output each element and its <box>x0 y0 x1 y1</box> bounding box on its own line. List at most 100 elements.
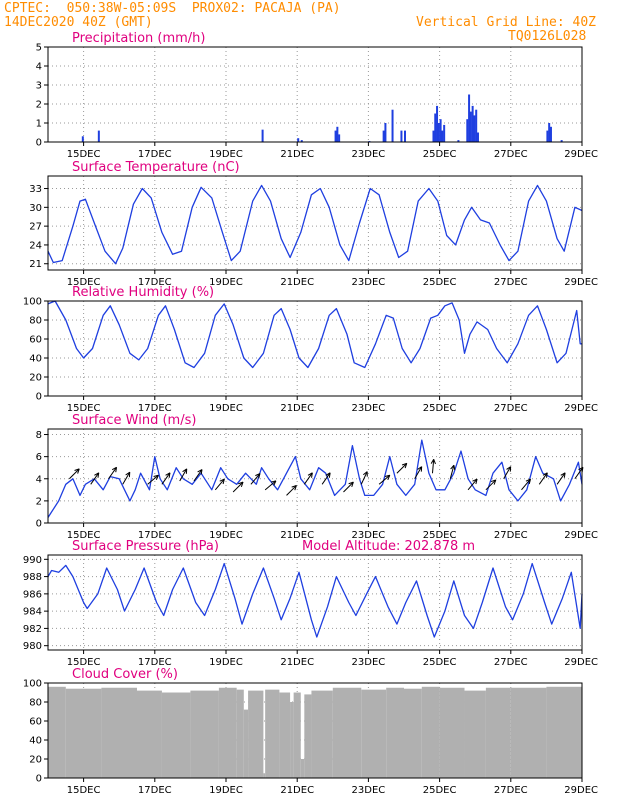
x-tick-label: 27DEC <box>494 530 528 541</box>
wind-arrow <box>122 471 131 485</box>
x-tick-label: 23DEC <box>352 530 386 541</box>
precip-bar <box>400 130 403 142</box>
x-tick-label: 27DEC <box>494 657 528 668</box>
precip-bar <box>404 130 406 142</box>
wind-arrow-head <box>153 474 159 478</box>
x-tick-label: 25DEC <box>423 149 457 160</box>
wind-title: Surface Wind (m/s) <box>72 413 196 428</box>
x-tick-label: 21DEC <box>280 277 314 288</box>
x-tick-label: 17DEC <box>138 149 172 160</box>
wind-arrow <box>343 481 354 493</box>
x-tick-label: 19DEC <box>209 277 243 288</box>
pressure-subtitle: Model Altitude: 202.878 m <box>302 539 475 554</box>
x-tick-label: 17DEC <box>138 530 172 541</box>
wind-arrow-head <box>563 472 566 478</box>
wind-arrow-head <box>401 462 407 466</box>
x-tick-label: 25DEC <box>423 530 457 541</box>
y-tick-label: 0 <box>36 519 42 530</box>
humidity-series-line <box>47 300 582 369</box>
x-tick-label: 27DEC <box>494 403 528 414</box>
wind-arrow <box>90 472 100 485</box>
wind-arrow-shaft <box>414 466 423 480</box>
wind-arrow-head <box>417 466 422 470</box>
wind-arrow-head <box>74 468 80 471</box>
wind-arrow-shaft <box>264 480 277 491</box>
wind-arrow-head <box>238 481 244 485</box>
pressure-panel: 980 982 984 986 988 990 15DEC 17DEC 19DEC 21DEC 23… <box>23 539 598 668</box>
cloud-cover-bar <box>263 773 266 778</box>
wind-arrow-head <box>240 481 244 488</box>
precip-bar <box>391 109 394 142</box>
x-tick-label: 21DEC <box>280 785 314 796</box>
precip-bar <box>457 140 460 142</box>
cloud-cover-panel: 0 20 40 60 80 100 15DEC 17DEC 19DEC 21DEC 23DEC 25D… <box>23 667 598 796</box>
cloud-cover-plot-frame <box>47 682 583 779</box>
x-tick-label: 25DEC <box>423 657 457 668</box>
wind-arrow-shaft <box>161 472 171 485</box>
wind-panel: 0 2 4 6 8 15DEC 17DEC 19DEC 21DEC 23DEC 25DEC 27DEC… <box>36 413 598 541</box>
wind-arrow-head <box>348 481 354 485</box>
y-tick-label: 100 <box>23 297 42 308</box>
cloud-cover-bar <box>510 687 547 778</box>
x-tick-label: 29DEC <box>564 657 598 668</box>
temperature-series-line <box>47 184 583 265</box>
precip-bar <box>382 130 385 142</box>
wind-arrow-head <box>94 472 99 476</box>
cloud-cover-bar <box>279 692 291 778</box>
x-tick-label: 19DEC <box>209 785 243 796</box>
precip-bar <box>473 115 476 142</box>
wind-arrow-head <box>363 471 368 476</box>
precip-bar <box>336 126 339 142</box>
header-grid-line-note: Vertical Grid Line: 40Z <box>416 15 597 30</box>
precip-bar <box>549 126 552 142</box>
x-tick-label: 23DEC <box>352 785 386 796</box>
x-tick-label: 21DEC <box>280 530 314 541</box>
x-tick-label: 27DEC <box>494 277 528 288</box>
precip-bar <box>432 130 435 142</box>
wind-arrow <box>485 479 497 491</box>
pressure-plot-frame <box>47 554 583 651</box>
wind-plot-frame <box>47 428 583 524</box>
wind-arrow-shaft <box>321 472 331 485</box>
cloud-cover-bar <box>161 692 191 778</box>
y-tick-label: 4 <box>36 474 42 485</box>
wind-arrow-head <box>450 464 455 470</box>
wind-arrow-head <box>155 475 159 481</box>
wind-arrow-shaft <box>147 474 159 485</box>
y-tick-label: 2 <box>36 100 42 111</box>
wind-arrow-head <box>430 459 435 464</box>
wind-arrow-shaft <box>467 478 478 491</box>
wind-arrow-head <box>125 471 131 476</box>
y-tick-label: 33 <box>29 184 42 195</box>
cloud-cover-bar <box>190 690 219 778</box>
wind-series-line <box>47 439 583 518</box>
wind-arrow-head <box>258 473 261 479</box>
wind-arrow-head <box>384 474 390 478</box>
wind-arrow-shaft <box>90 472 100 485</box>
y-tick-label: 8 <box>36 430 42 441</box>
wind-arrow <box>286 484 297 496</box>
x-tick-label: 15DEC <box>67 277 101 288</box>
wind-arrow-shaft <box>303 472 313 485</box>
precip-bar <box>548 123 551 142</box>
x-tick-label: 17DEC <box>138 403 172 414</box>
precip-bar <box>471 105 474 142</box>
precip-bar <box>434 113 437 142</box>
precip-bar <box>384 123 387 142</box>
x-tick-label: 29DEC <box>564 277 598 288</box>
x-tick-label: 29DEC <box>564 149 598 160</box>
header-datetime: 14DEC2020 40Z (GMT) <box>4 15 153 30</box>
y-tick-label: 100 <box>23 679 42 690</box>
precip-bar <box>466 119 469 142</box>
cloud-cover-bar <box>485 687 511 778</box>
wind-arrow-head <box>222 478 225 485</box>
cloud-cover-bar <box>546 686 582 778</box>
wind-arrow-head <box>291 484 297 488</box>
wind-arrow-head <box>351 481 354 488</box>
wind-arrow-head <box>528 478 531 485</box>
y-tick-label: 40 <box>29 736 42 747</box>
wind-arrow <box>179 468 188 482</box>
precip-bar <box>443 124 446 142</box>
cloud-cover-bar <box>290 702 294 778</box>
wind-arrow-head <box>525 478 531 482</box>
